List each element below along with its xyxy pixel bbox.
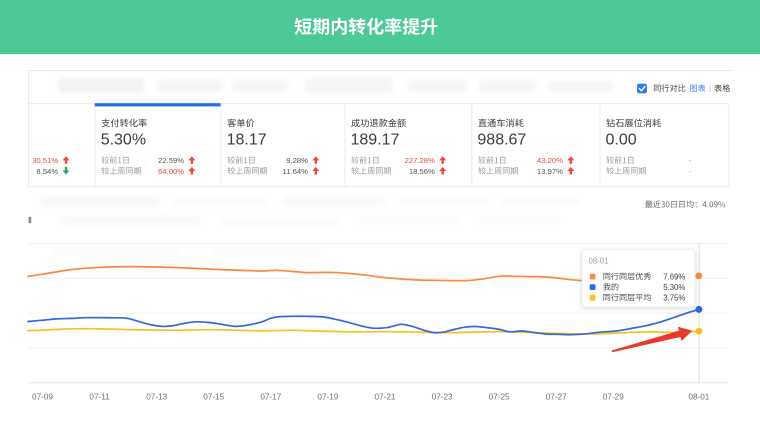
- svg-text:3.75%: 3.75%: [663, 294, 685, 303]
- svg-text:13.97%: 13.97%: [537, 167, 563, 176]
- svg-text:07-19: 07-19: [317, 392, 338, 401]
- svg-text:07-11: 07-11: [89, 392, 110, 401]
- svg-text:30.51%: 30.51%: [32, 156, 58, 165]
- svg-text:-: -: [689, 167, 692, 176]
- svg-text:227.28%: 227.28%: [405, 156, 436, 165]
- svg-text:-: -: [689, 156, 692, 165]
- svg-text:07-13: 07-13: [146, 392, 167, 401]
- svg-text:08-01: 08-01: [688, 392, 709, 401]
- svg-text:11.64%: 11.64%: [282, 167, 308, 176]
- svg-text:64.00%: 64.00%: [158, 167, 184, 176]
- svg-text:07-15: 07-15: [203, 392, 224, 401]
- svg-text:18.56%: 18.56%: [409, 167, 435, 176]
- svg-text:5.30%: 5.30%: [101, 132, 146, 149]
- svg-text:7.69%: 7.69%: [663, 273, 685, 282]
- svg-text:07-17: 07-17: [260, 392, 281, 401]
- svg-text:07-23: 07-23: [432, 392, 453, 401]
- svg-text:07-29: 07-29: [603, 392, 624, 401]
- svg-text:988.67: 988.67: [477, 132, 526, 149]
- svg-text:07-09: 07-09: [32, 392, 53, 401]
- svg-text:07-27: 07-27: [546, 392, 567, 401]
- svg-text:5.30%: 5.30%: [663, 283, 685, 292]
- svg-text:43.20%: 43.20%: [537, 156, 563, 165]
- svg-text:8.54%: 8.54%: [36, 167, 58, 176]
- svg-text:07-25: 07-25: [489, 392, 510, 401]
- svg-text:22.59%: 22.59%: [158, 156, 184, 165]
- svg-text:08-01: 08-01: [589, 257, 609, 266]
- svg-text:07-21: 07-21: [375, 392, 396, 401]
- svg-text:9.28%: 9.28%: [286, 156, 308, 165]
- svg-text:18.17: 18.17: [227, 132, 267, 149]
- svg-text:0.00: 0.00: [606, 132, 637, 149]
- svg-text:189.17: 189.17: [351, 132, 400, 149]
